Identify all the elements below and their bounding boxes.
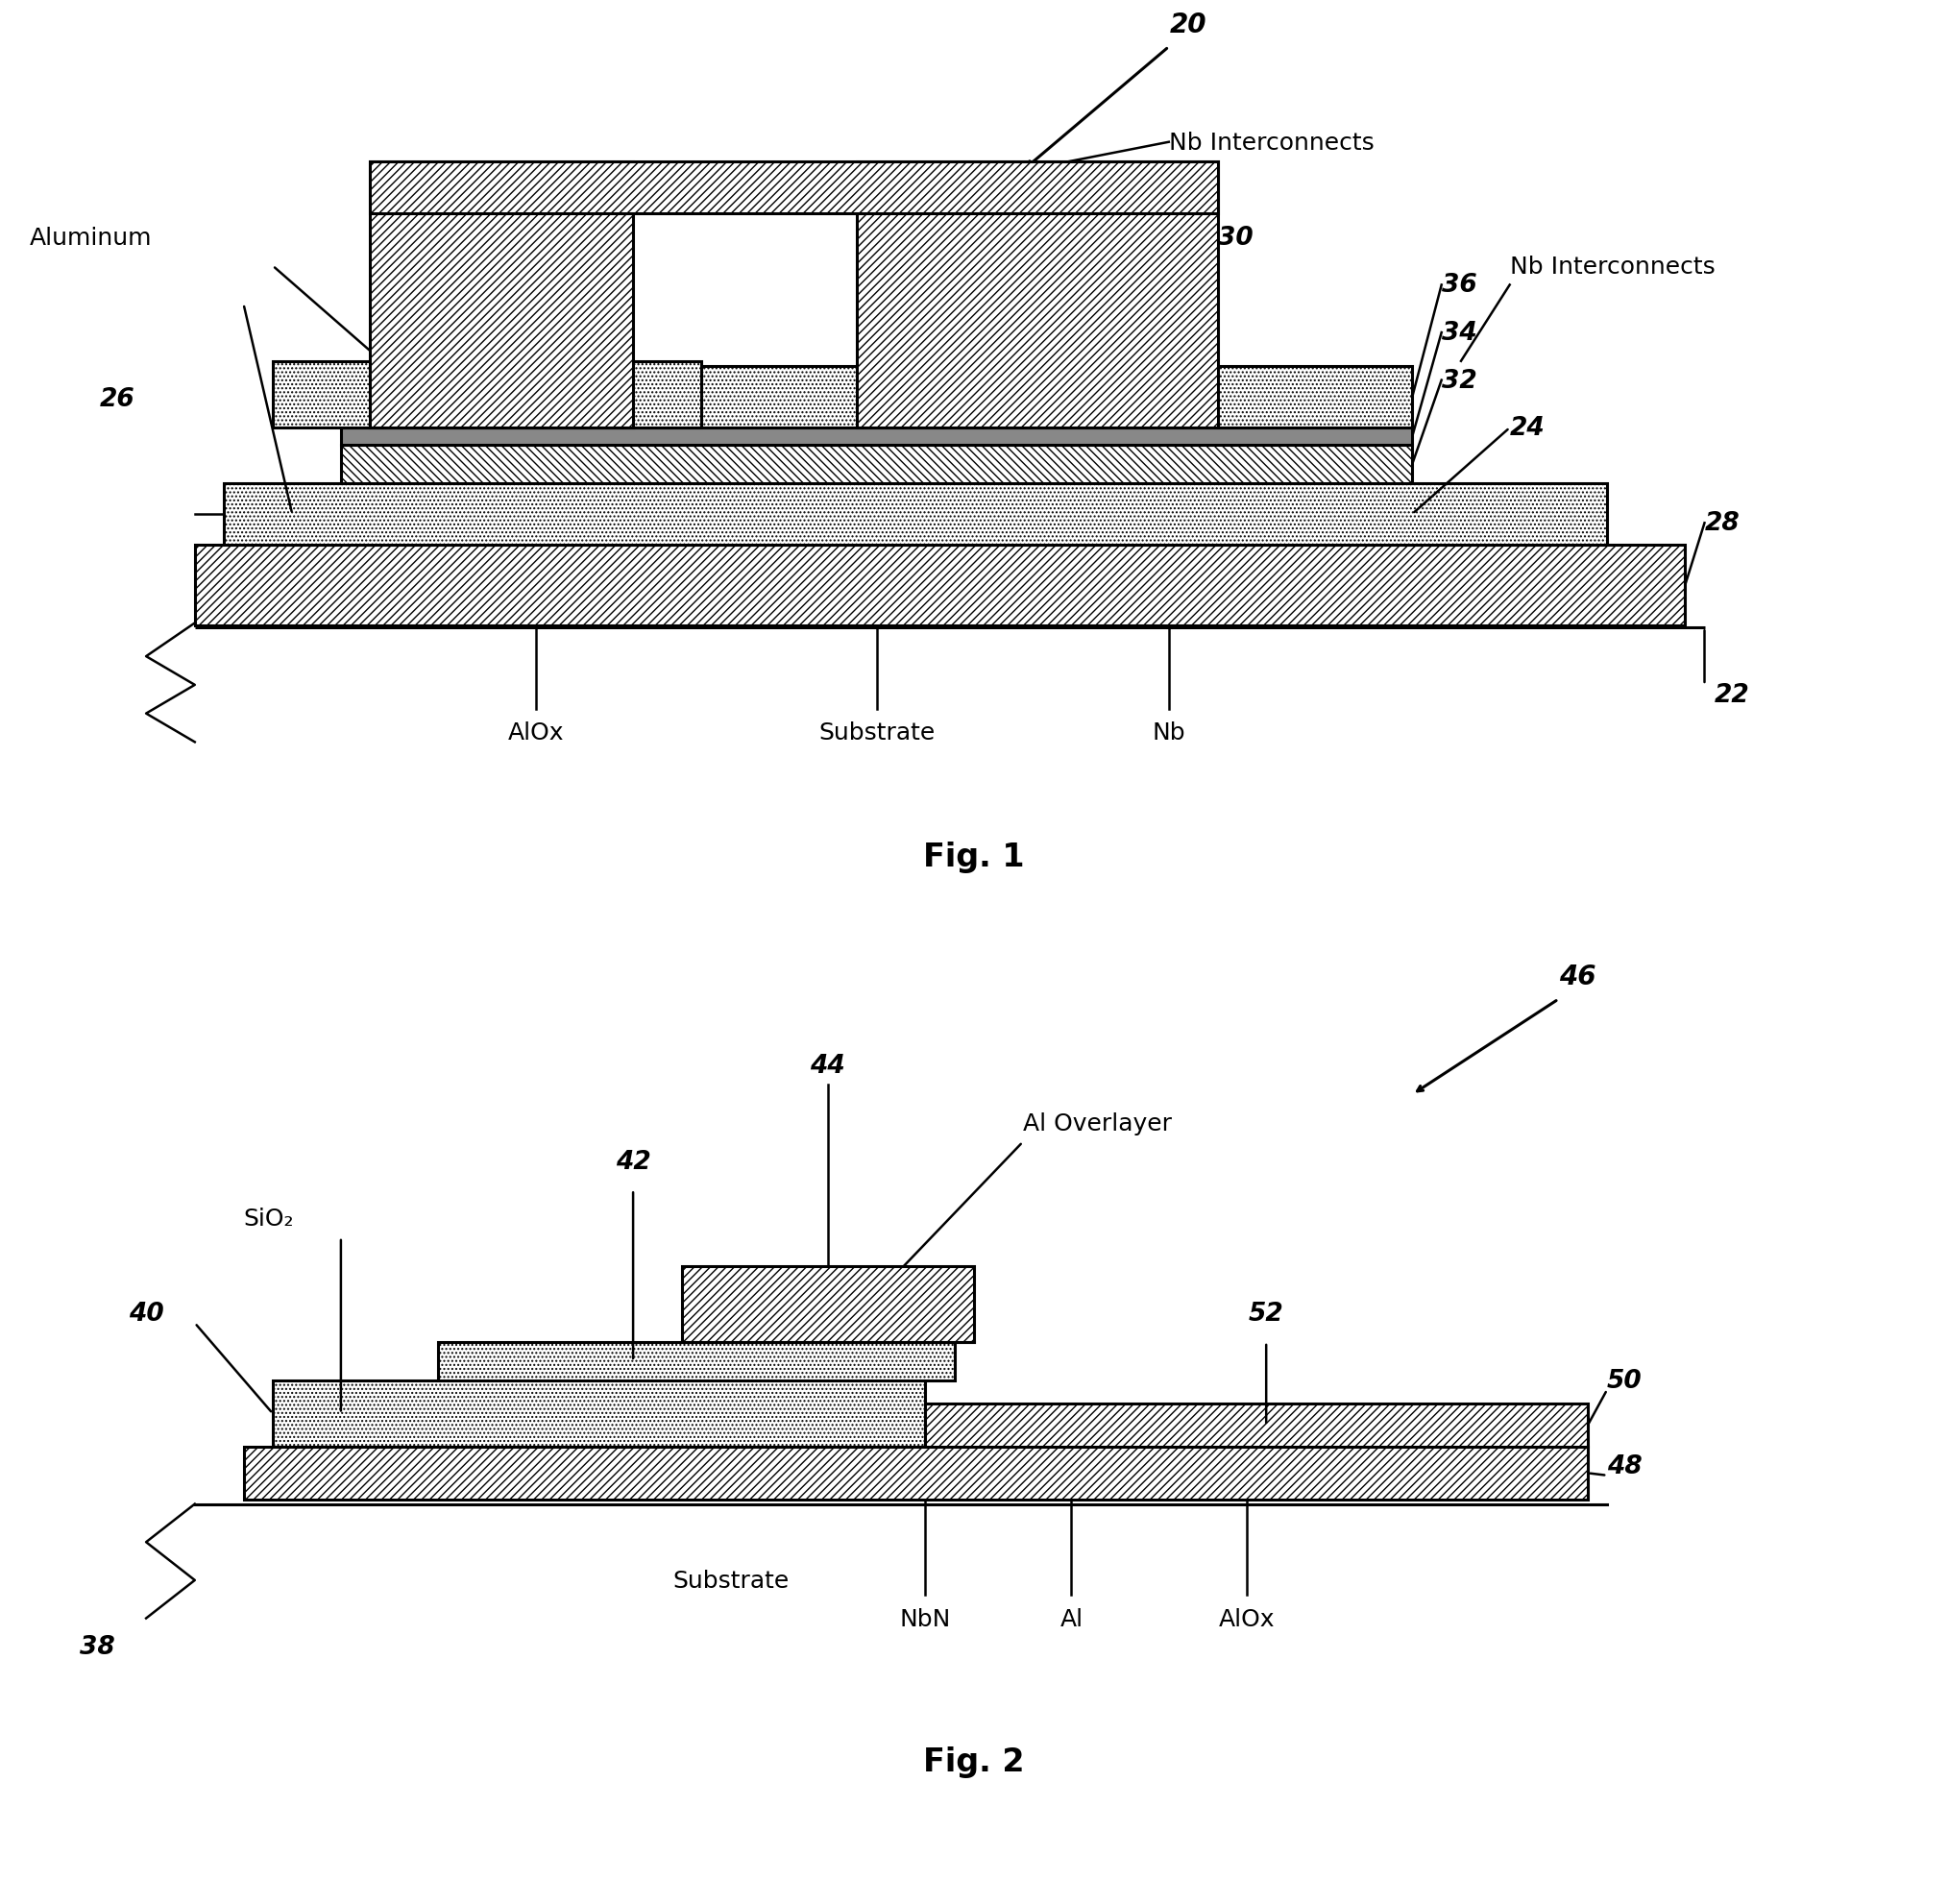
Text: 20: 20 (1171, 11, 1206, 38)
Text: SiO₂: SiO₂ (244, 1207, 294, 1230)
Bar (370, 162, 1218, 213)
Bar (244, 1447, 1588, 1500)
Bar (438, 1342, 955, 1380)
Bar (341, 446, 1412, 484)
Text: 36: 36 (1442, 272, 1477, 299)
Bar (273, 1380, 925, 1447)
Bar (224, 484, 1607, 546)
Text: 28: 28 (1704, 510, 1740, 537)
Text: AlOx: AlOx (508, 722, 563, 744)
Text: Substrate: Substrate (818, 722, 935, 744)
Text: 48: 48 (1607, 1453, 1642, 1479)
Bar (273, 362, 701, 428)
Text: Nb Interconnects: Nb Interconnects (1510, 255, 1714, 278)
Text: 34: 34 (1442, 320, 1477, 347)
Text: 52: 52 (1249, 1300, 1284, 1327)
Text: 42: 42 (616, 1148, 651, 1175)
Text: AlOx: AlOx (1219, 1607, 1274, 1630)
Text: 40: 40 (129, 1300, 164, 1327)
Text: Al Overlayer: Al Overlayer (1023, 1112, 1171, 1135)
Text: Fig. 2: Fig. 2 (923, 1746, 1025, 1776)
Text: NbN: NbN (900, 1607, 951, 1630)
Bar (925, 1405, 1588, 1447)
Text: Nb: Nb (1151, 722, 1186, 744)
Text: 30: 30 (1218, 225, 1253, 251)
Text: 24: 24 (1510, 415, 1545, 442)
Text: Substrate: Substrate (672, 1569, 789, 1592)
Text: 46: 46 (1560, 963, 1595, 990)
Text: 38: 38 (80, 1634, 115, 1660)
Bar (370, 162, 633, 428)
Text: Al: Al (1060, 1607, 1083, 1630)
Bar (857, 162, 1218, 428)
Bar (195, 546, 1685, 626)
Text: Fig. 1: Fig. 1 (923, 842, 1025, 872)
Text: 50: 50 (1607, 1367, 1642, 1394)
Text: 26: 26 (99, 387, 134, 413)
Text: 44: 44 (810, 1053, 845, 1080)
Bar (682, 1266, 974, 1342)
Text: 32: 32 (1442, 367, 1477, 394)
Text: Nb Interconnects: Nb Interconnects (1169, 131, 1373, 154)
Bar (341, 428, 1412, 446)
Text: Aluminum: Aluminum (29, 227, 152, 249)
Text: 22: 22 (1714, 682, 1749, 708)
Bar (341, 366, 1412, 428)
